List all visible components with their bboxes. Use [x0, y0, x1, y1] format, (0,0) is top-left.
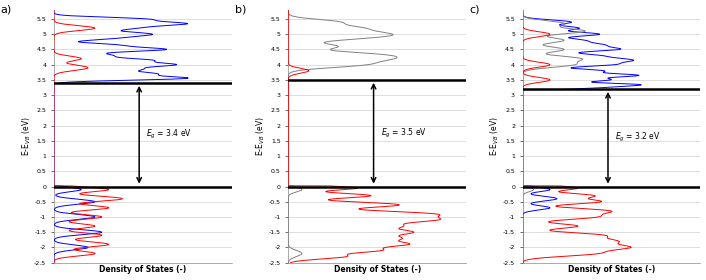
Text: $E_g$ = 3.4 eV: $E_g$ = 3.4 eV [146, 128, 192, 141]
Text: $E_g$ = 3.2 eV: $E_g$ = 3.2 eV [615, 131, 661, 144]
Text: b): b) [235, 5, 246, 15]
X-axis label: Density of States (-): Density of States (-) [99, 265, 186, 274]
X-axis label: Density of States (-): Density of States (-) [568, 265, 655, 274]
Text: $E_g$ = 3.5 eV: $E_g$ = 3.5 eV [381, 127, 427, 140]
X-axis label: Density of States (-): Density of States (-) [333, 265, 421, 274]
Y-axis label: E-E$_{VB}$ (eV): E-E$_{VB}$ (eV) [489, 116, 501, 156]
Y-axis label: E-E$_{VB}$ (eV): E-E$_{VB}$ (eV) [20, 116, 32, 156]
Y-axis label: E-E$_{VB}$ (eV): E-E$_{VB}$ (eV) [255, 116, 267, 156]
Text: c): c) [469, 5, 480, 15]
Text: a): a) [1, 5, 12, 15]
